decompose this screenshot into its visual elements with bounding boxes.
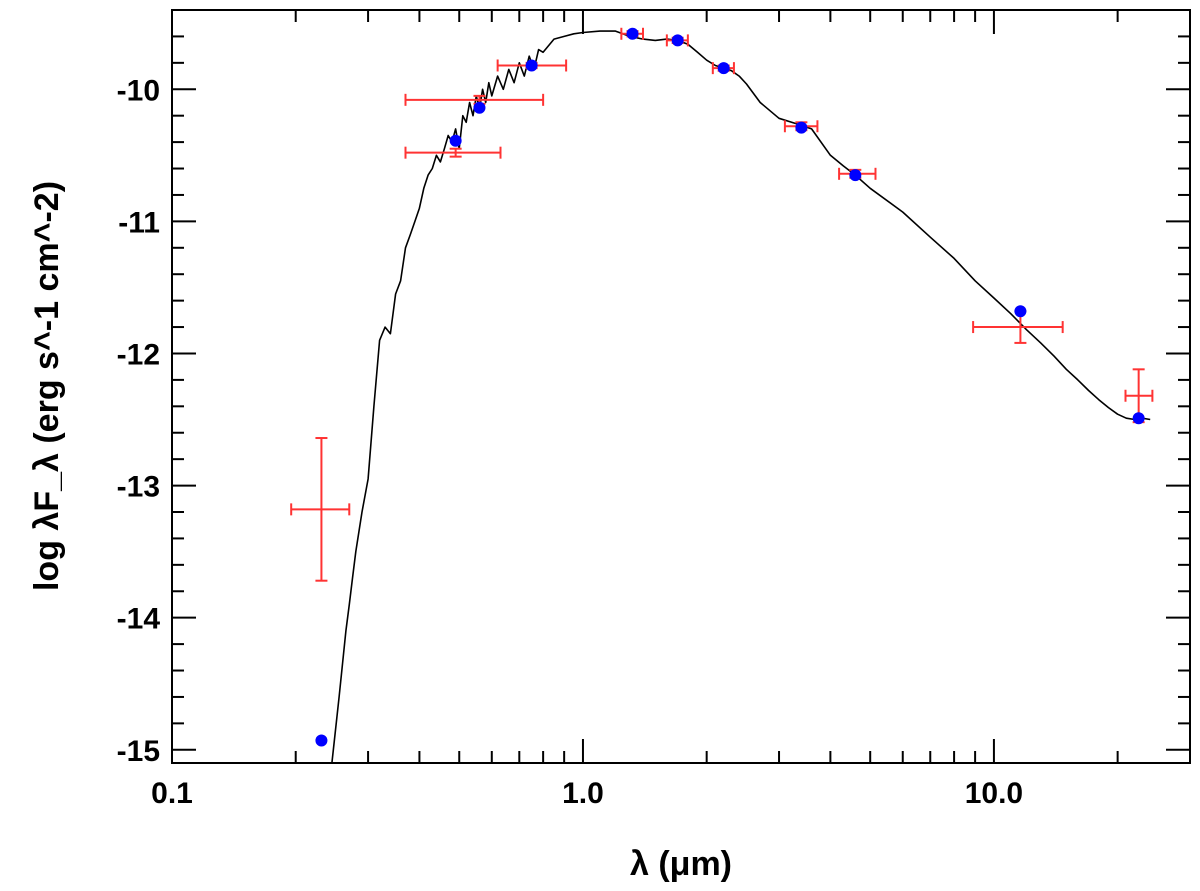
model-spectrum xyxy=(331,30,1151,764)
model-point xyxy=(473,101,486,114)
model-photometry xyxy=(315,27,1145,747)
model-point xyxy=(795,121,808,134)
observed-point xyxy=(404,146,502,159)
axis-ticks xyxy=(171,9,1191,763)
plot-frame xyxy=(171,9,1191,764)
observed-photometry xyxy=(290,27,1154,582)
x-axis-title: λ (μm) xyxy=(630,845,732,883)
observed-point xyxy=(290,437,351,582)
model-point xyxy=(717,62,730,75)
model-point xyxy=(525,59,538,72)
model-point xyxy=(671,34,684,47)
observed-point xyxy=(404,93,545,106)
axis-tick-labels: 0.1 1.0 10.0 -15 -14 -13 -12 -11 -10 xyxy=(117,74,1023,810)
y-tick-label: -14 xyxy=(117,603,161,636)
model-point xyxy=(315,734,328,747)
model-point xyxy=(1132,412,1145,425)
model-point xyxy=(449,134,462,147)
x-tick-label: 1.0 xyxy=(562,777,604,810)
y-tick-label: -10 xyxy=(117,74,160,107)
y-tick-label: -15 xyxy=(117,735,160,768)
model-point xyxy=(1014,305,1027,318)
y-tick-label: -13 xyxy=(117,471,160,504)
x-tick-label: 0.1 xyxy=(151,777,193,810)
model-spectrum-line xyxy=(331,30,1151,764)
y-tick-label: -11 xyxy=(118,206,160,239)
x-tick-label: 10.0 xyxy=(965,777,1023,810)
model-point xyxy=(849,169,862,182)
y-axis-title: log λF_λ (erg s^-1 cm^-2) xyxy=(28,181,66,591)
model-point xyxy=(626,27,639,40)
y-tick-label: -12 xyxy=(117,338,160,371)
